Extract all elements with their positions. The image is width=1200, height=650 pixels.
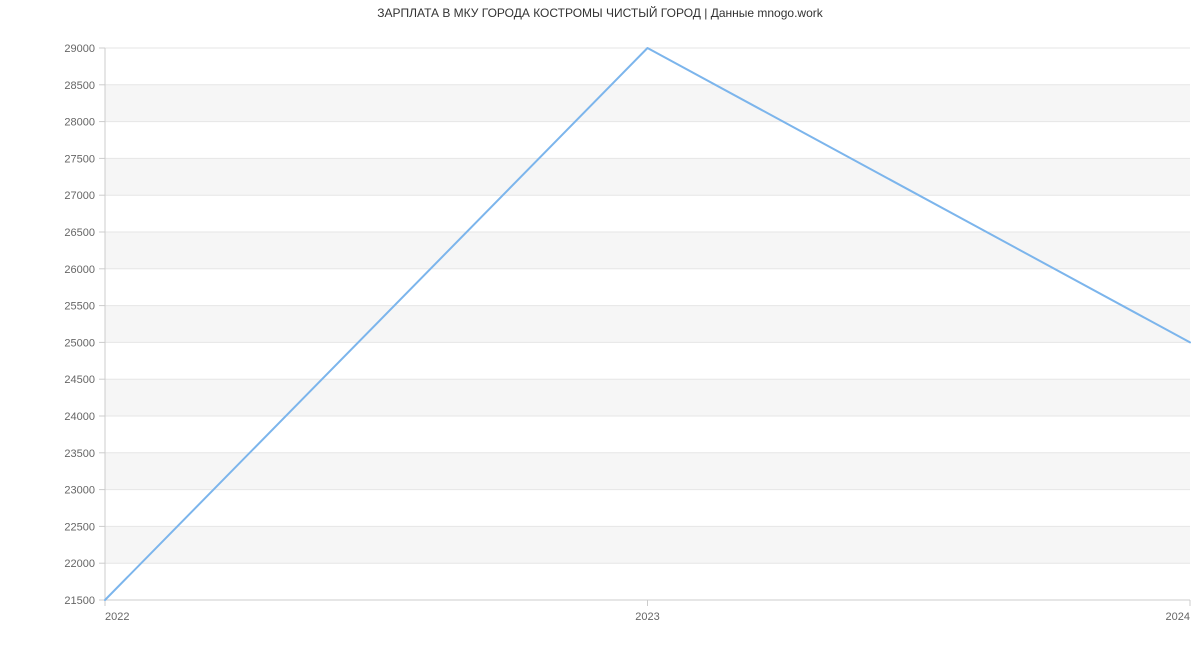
y-tick-label: 27500 (64, 153, 95, 165)
chart-svg: 21500 22000 22500 23000 23500 24000 24500 25000… (0, 0, 1200, 650)
y-tick-label: 23000 (64, 485, 95, 497)
line-chart: ЗАРПЛАТА В МКУ ГОРОДА КОСТРОМЫ ЧИСТЫЙ ГО… (0, 0, 1200, 650)
y-tick-label: 22500 (64, 521, 95, 533)
y-tick-label: 23500 (64, 448, 95, 460)
y-tick-label: 24000 (64, 411, 95, 423)
y-tick-label: 29000 (64, 43, 95, 55)
x-tick-label: 2023 (635, 611, 659, 623)
y-tick-label: 27000 (64, 190, 95, 202)
y-tick-label: 28500 (64, 80, 95, 92)
y-tick-label: 25500 (64, 301, 95, 313)
chart-title: ЗАРПЛАТА В МКУ ГОРОДА КОСТРОМЫ ЧИСТЫЙ ГО… (0, 6, 1200, 20)
y-tick-label: 22000 (64, 558, 95, 570)
y-tick-label: 28000 (64, 117, 95, 129)
y-tick-label: 25000 (64, 337, 95, 349)
x-tick-label: 2024 (1166, 611, 1190, 623)
x-tick-label: 2022 (105, 611, 129, 623)
y-tick-label: 26500 (64, 227, 95, 239)
y-tick-label: 21500 (64, 595, 95, 607)
y-tick-label: 24500 (64, 374, 95, 386)
y-tick-label: 26000 (64, 264, 95, 276)
